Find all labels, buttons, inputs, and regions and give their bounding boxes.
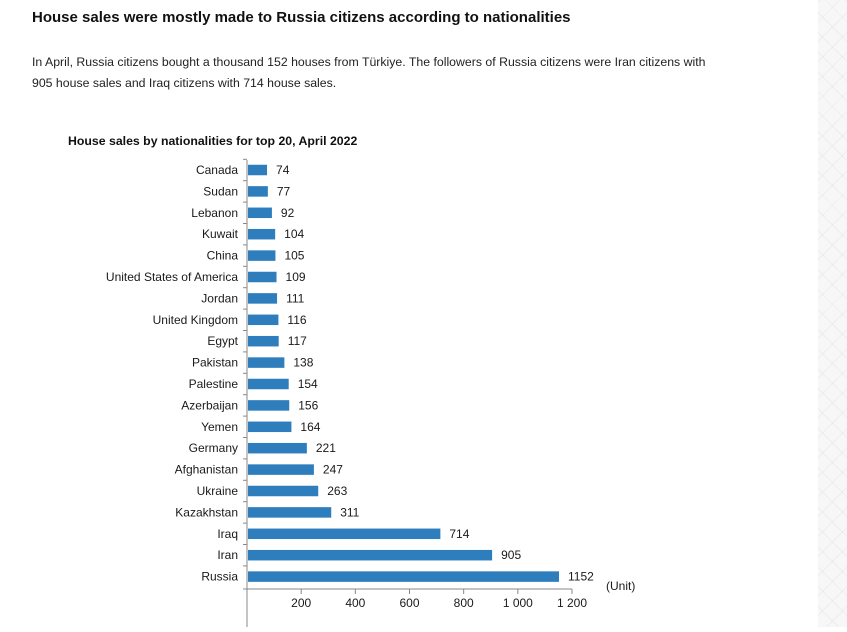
value-label: 92 <box>281 206 295 220</box>
category-label: Russia <box>201 570 238 584</box>
value-label: 117 <box>288 334 307 348</box>
side-decorative-pattern <box>818 0 847 627</box>
category-label: Kuwait <box>202 227 239 241</box>
bar <box>248 549 493 561</box>
value-label: 905 <box>501 548 521 562</box>
category-label: United Kingdom <box>153 313 238 327</box>
bar <box>248 507 332 518</box>
category-label: Egypt <box>207 334 238 348</box>
bar <box>248 207 272 219</box>
value-label: 111 <box>286 291 305 305</box>
category-label: Iran <box>217 548 238 562</box>
category-label: Germany <box>189 441 238 455</box>
value-label: 74 <box>276 163 290 177</box>
category-label: Yemen <box>201 420 238 434</box>
x-tick-label: 1 200 <box>557 596 587 610</box>
value-label: 154 <box>298 377 318 391</box>
intro-line-2: 905 house sales and Iraq citizens with 7… <box>32 76 337 90</box>
bar <box>248 442 307 454</box>
x-tick-label: 200 <box>291 596 311 610</box>
unit-label: (Unit) <box>606 579 635 593</box>
x-tick-label: 400 <box>345 596 365 610</box>
bar <box>248 164 268 176</box>
bar <box>248 228 276 240</box>
x-tick-label: 600 <box>399 596 419 610</box>
page-headline: House sales were mostly made to Russia c… <box>32 9 571 26</box>
bar <box>248 357 285 368</box>
category-label: Canada <box>196 163 238 177</box>
intro-line-1: In April, Russia citizens bought a thous… <box>32 55 706 69</box>
category-label: China <box>207 249 239 263</box>
bar <box>248 400 290 411</box>
chart-container: House sales by nationalities for top 20,… <box>0 120 818 632</box>
category-label: Afghanistan <box>175 463 238 477</box>
category-label: Lebanon <box>191 206 238 220</box>
bar <box>248 293 278 304</box>
category-label: Jordan <box>201 291 238 305</box>
category-label: Azerbaijan <box>181 398 238 412</box>
x-tick-label: 800 <box>454 596 474 610</box>
category-label: Ukraine <box>197 484 239 498</box>
value-label: 109 <box>286 270 306 284</box>
value-label: 77 <box>277 184 291 198</box>
value-label: 714 <box>449 527 469 541</box>
value-label: 263 <box>327 484 347 498</box>
bar <box>248 464 314 475</box>
value-label: 105 <box>284 249 304 263</box>
bar <box>248 250 276 261</box>
value-label: 156 <box>298 398 318 412</box>
category-label: Iraq <box>217 527 238 541</box>
bar-chart: House sales by nationalities for top 20,… <box>68 134 635 632</box>
value-label: 104 <box>284 227 304 241</box>
bar <box>248 485 319 497</box>
value-label: 116 <box>287 313 306 327</box>
bar <box>248 314 279 326</box>
bar <box>248 186 268 197</box>
x-tick-label: 1 000 <box>503 596 533 610</box>
bar <box>248 571 559 582</box>
category-label: Sudan <box>203 184 238 198</box>
category-label: Palestine <box>189 377 239 391</box>
value-label: 164 <box>300 420 320 434</box>
intro-paragraph: In April, Russia citizens bought a thous… <box>32 52 777 94</box>
category-label: Kazakhstan <box>175 505 238 519</box>
bar <box>248 421 292 433</box>
value-label: 311 <box>340 505 359 519</box>
bar <box>248 335 279 347</box>
bar <box>248 528 441 540</box>
category-label: United States of America <box>106 270 238 284</box>
value-label: 221 <box>316 441 336 455</box>
bar <box>248 271 277 283</box>
value-label: 138 <box>293 356 313 370</box>
value-label: 1152 <box>568 570 594 584</box>
bar <box>248 378 289 390</box>
chart-title: House sales by nationalities for top 20,… <box>68 134 357 148</box>
category-label: Pakistan <box>192 356 238 370</box>
value-label: 247 <box>323 463 343 477</box>
